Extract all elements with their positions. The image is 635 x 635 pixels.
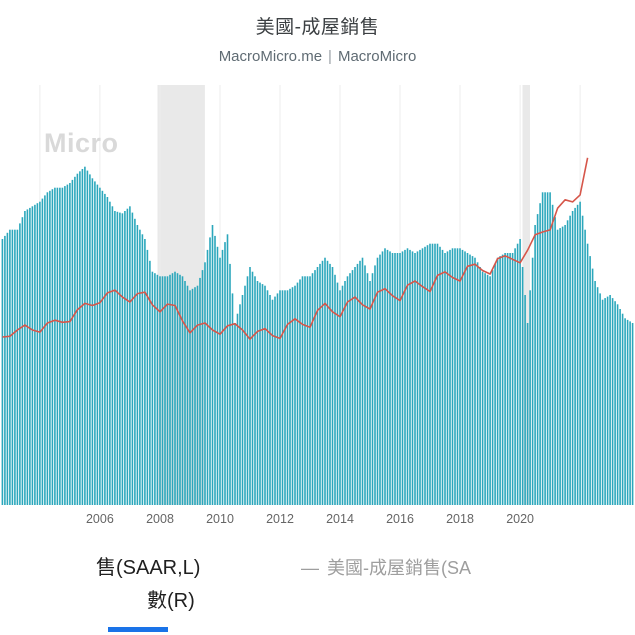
bottom-blue-bar — [108, 627, 168, 632]
chart-canvas[interactable]: 2006 2008 2010 2012 2014 2016 2018 2020 — [0, 85, 635, 535]
legend-item-disabled[interactable]: — 美國-成屋銷售(SA — [301, 554, 471, 580]
legend-item-disabled-label: 美國-成屋銷售(SA — [327, 558, 471, 578]
legend-item-median[interactable]: 數(R) — [147, 590, 195, 612]
x-tick-label: 2018 — [446, 512, 474, 526]
x-tick-label: 2016 — [386, 512, 414, 526]
legend: 售(SAAR,L) 數(R) — 美國-成屋銷售(SA — [0, 545, 635, 615]
source-brand: MacroMicro — [337, 48, 417, 65]
source-line: MacroMicro.me | MacroMicro — [0, 48, 635, 65]
x-tick-label: 2014 — [326, 512, 354, 526]
x-tick-label: 2010 — [206, 512, 234, 526]
source-separator: | — [328, 48, 332, 65]
line-sample-icon: — — [301, 558, 319, 578]
page-title: 美國-成屋銷售 — [255, 17, 380, 38]
x-tick-label: 2012 — [266, 512, 294, 526]
x-tick-label: 2008 — [146, 512, 174, 526]
chart-header: 美國-成屋銷售 MacroMicro.me | MacroMicro — [0, 12, 635, 65]
x-tick-label: 2020 — [506, 512, 534, 526]
chart-area: Micro 2006 2008 2010 2012 2014 2016 2018 2020 — [0, 85, 635, 535]
source-site: MacroMicro.me — [218, 48, 323, 65]
x-tick-label: 2006 — [86, 512, 114, 526]
legend-item-sales[interactable]: 售(SAAR,L) — [96, 557, 201, 579]
